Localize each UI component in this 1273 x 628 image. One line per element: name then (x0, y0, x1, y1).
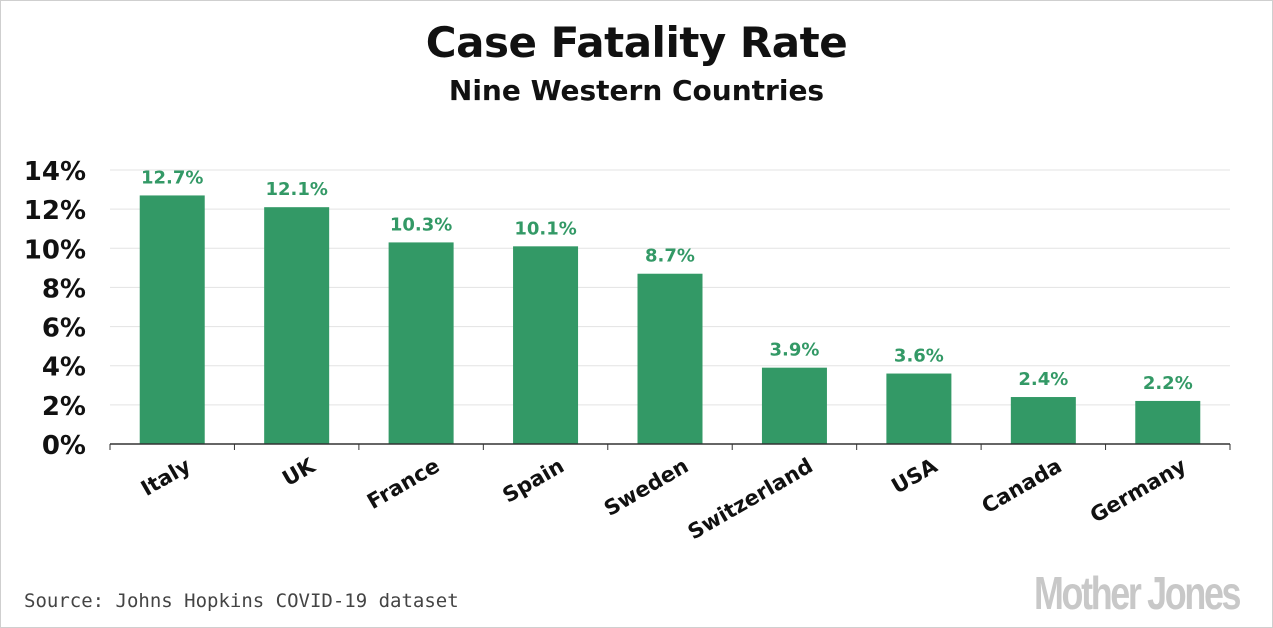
bar (1135, 400, 1201, 444)
y-tick-label: 14% (24, 157, 86, 187)
data-label: 12.7% (141, 167, 203, 188)
y-tick-label: 4% (42, 353, 86, 383)
bar (139, 195, 205, 444)
y-tick-label: 6% (42, 314, 86, 344)
x-tick-label: Canada (978, 454, 1066, 519)
data-label: 3.6% (894, 346, 944, 367)
bar (388, 242, 454, 444)
x-tick-label: Germany (1086, 453, 1191, 527)
data-label: 8.7% (645, 246, 695, 267)
source-note: Source: Johns Hopkins COVID-19 dataset (24, 590, 459, 612)
bar (886, 373, 952, 444)
y-tick-label: 10% (24, 235, 86, 265)
x-tick-label: UK (278, 453, 319, 491)
data-label: 10.3% (390, 214, 452, 235)
data-label: 12.1% (265, 179, 327, 200)
bar (264, 207, 330, 444)
y-tick-label: 12% (24, 196, 86, 226)
y-tick-label: 2% (42, 392, 86, 422)
x-tick-label: USA (887, 453, 942, 498)
bar (761, 367, 827, 444)
x-tick-label: Spain (498, 454, 568, 508)
bar (513, 246, 579, 444)
x-tick-label: Italy (137, 453, 195, 500)
x-tick-label: Sweden (600, 454, 693, 521)
data-label: 3.9% (769, 340, 819, 361)
data-label: 2.2% (1143, 373, 1193, 394)
x-tick-label: France (363, 454, 444, 514)
chart-title: Case Fatality Rate (425, 18, 848, 67)
brand-logo: Mother Jones (1034, 567, 1242, 619)
data-label: 10.1% (514, 218, 576, 239)
data-label: 2.4% (1018, 369, 1068, 390)
chart-subtitle: Nine Western Countries (448, 74, 825, 107)
bar (637, 273, 703, 444)
y-tick-label: 8% (42, 274, 86, 304)
y-tick-label: 0% (42, 431, 86, 461)
bar (1010, 397, 1076, 444)
x-tick-label: Switzerland (684, 454, 817, 545)
